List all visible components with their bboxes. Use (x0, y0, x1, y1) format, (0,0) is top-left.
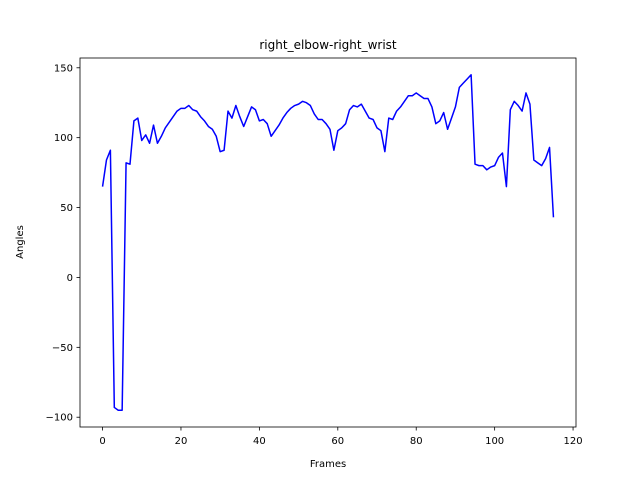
data-line (101, 74, 555, 411)
x-tick-label: 0 (99, 436, 105, 447)
x-tick-label: 80 (410, 436, 423, 447)
plot-frame (79, 57, 577, 428)
x-axis-label: Frames (310, 459, 346, 470)
x-tick-label: 20 (175, 436, 188, 447)
x-tick-label: 60 (331, 436, 344, 447)
x-tick-label: 40 (253, 436, 266, 447)
x-tick-label: 120 (564, 436, 583, 447)
x-tick-label: 100 (485, 436, 504, 447)
y-axis-label: Angles (15, 225, 26, 259)
y-tick-label: 50 (60, 203, 73, 214)
y-tick-label: 150 (54, 63, 73, 74)
y-tick-label: −50 (52, 343, 73, 354)
chart-title: right_elbow-right_wrist (259, 38, 397, 52)
y-tick-label: −100 (46, 413, 73, 424)
y-tick-label: 0 (67, 273, 73, 284)
y-tick-label: 100 (54, 133, 73, 144)
